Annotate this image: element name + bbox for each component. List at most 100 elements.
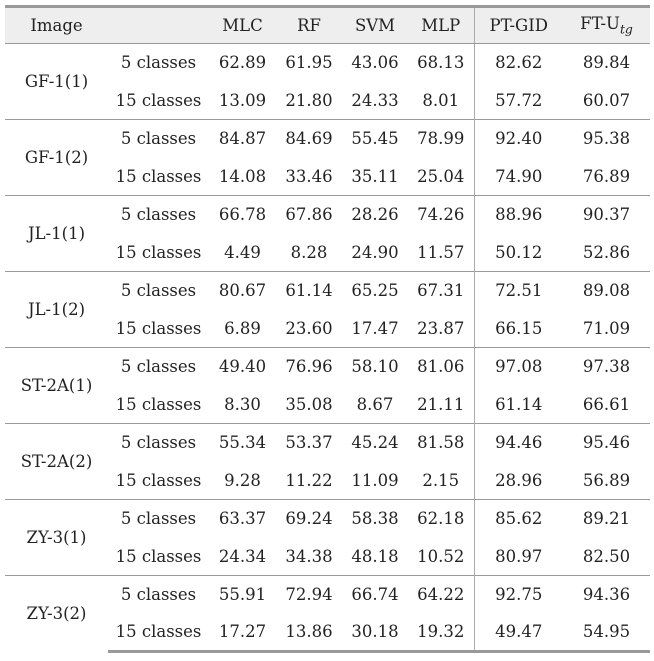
mlc-value-cell: 62.89 [218,53,267,73]
ptgid-value-cell: 80.97 [495,546,543,566]
mlp-value-cell: 64.22 [408,575,475,614]
mlc-value-cell: 63.37 [209,499,276,538]
rf-value-cell: 61.14 [276,271,342,310]
header-row: Image MLC RF SVM MLP PT-GID FT-Utg [5,5,650,44]
classes-cell: 5 classes [108,575,209,614]
mlc-value-cell: 17.27 [209,613,276,653]
mlc-value-cell: 66.78 [209,195,276,234]
ptgid-value-cell: 66.15 [495,318,543,338]
header-svm: SVM [342,5,408,44]
svm-value-cell: 58.10 [342,347,408,386]
mlp-value-cell: 23.87 [408,309,475,348]
table-row: GF-1(2) 5 classes 84.87 84.69 55.45 78.99 92.4… [5,119,650,196]
svm-value-cell: 55.45 [342,119,408,158]
svm-value-cell: 35.11 [351,166,399,186]
ptgid-value-cell: 57.72 [495,90,543,110]
rf-value-cell: 61.95 [285,53,333,73]
table-row: 15 classes 14.08 33.46 35.11 25.04 74.90 76.89 [5,157,650,196]
table-row: 15 classes 4.49 8.28 24.90 11.57 50.12 52.86 [5,233,650,272]
ptgid-value-cell: 49.47 [474,613,563,653]
ft-value-cell: 89.21 [563,499,650,538]
table-row: 15 classes 8.30 35.08 8.67 21.11 61.14 66.61 [5,385,650,424]
ft-value-cell: 97.38 [563,347,650,386]
classes-cell: 15 classes [115,546,202,566]
classes-cell: 15 classes [115,166,202,186]
rf-value-cell: 21.80 [285,90,333,110]
table-body: GF-1(1) 5 classes 62.89 61.95 43.06 68.13 82.6… [5,43,650,653]
table-row: ST-2A(1) 5 classes 49.40 76.96 58.10 81.06 97.… [5,347,650,424]
mlp-value-cell: 19.32 [408,613,475,653]
svm-value-cell: 24.33 [351,90,399,110]
svm-value-cell: 28.26 [342,195,408,234]
image-name-cell: JL-1(1) [5,195,108,272]
ptgid-value-cell: 88.96 [474,195,563,234]
ft-value-cell: 52.86 [582,242,631,262]
ft-value-cell: 66.61 [582,394,631,414]
mlc-value-cell: 24.34 [218,546,267,566]
mlc-value-cell: 8.30 [224,394,261,414]
classes-cell: 15 classes [108,613,209,653]
svm-value-cell: 8.67 [356,394,394,414]
svm-value-cell: 45.24 [342,423,408,462]
mlp-value-cell: 81.06 [408,347,475,386]
header-pt-gid: PT-GID [474,5,563,44]
image-name-cell: JL-1(2) [5,271,108,348]
rf-value-cell: 23.60 [285,318,333,338]
table-row: 15 classes 24.34 34.38 48.18 10.52 80.97 82.50 [5,537,650,576]
svm-value-cell: 66.74 [342,575,408,614]
header-mlp: MLP [408,5,475,44]
header-rf: RF [276,5,342,44]
rf-value-cell: 72.94 [276,575,342,614]
mlp-value-cell: 67.31 [408,271,475,310]
rf-value-cell: 53.37 [276,423,342,462]
classes-cell: 5 classes [120,53,197,73]
rf-value-cell: 8.28 [290,242,328,262]
ptgid-value-cell: 74.90 [495,166,543,186]
svm-value-cell: 11.09 [351,470,399,490]
mlp-value-cell: 78.99 [408,119,475,158]
svm-value-cell: 17.47 [351,318,399,338]
mlp-value-cell: 10.52 [408,537,475,576]
svm-value-cell: 65.25 [342,271,408,310]
header-ft-utg: FT-Utg [563,5,650,44]
classes-cell: 5 classes [108,195,209,234]
header-classes [108,5,209,44]
rf-value-cell: 67.86 [276,195,342,234]
ptgid-value-cell: 82.62 [495,53,543,73]
ft-value-cell: 71.09 [582,318,631,338]
classes-cell: 5 classes [108,423,209,462]
classes-cell: 5 classes [108,499,209,538]
table-row: 15 classes 9.28 11.22 11.09 2.15 28.96 56.89 [5,461,650,500]
table-row: 15 classes 13.09 21.80 24.33 8.01 57.72 60.07 [5,81,650,120]
svm-value-cell: 43.06 [351,53,399,73]
mlp-value-cell: 11.57 [408,233,475,272]
classes-cell: 15 classes [115,394,202,414]
mlc-value-cell: 14.08 [218,166,267,186]
ptgid-value-cell: 50.12 [495,242,543,262]
image-name-cell: ST-2A(2) [5,423,108,500]
mlp-value-cell: 81.58 [408,423,475,462]
ft-value-cell: 56.89 [582,470,631,490]
mlc-value-cell: 80.67 [209,271,276,310]
header-mlc: MLC [209,5,276,44]
ft-value-cell: 60.07 [582,90,631,110]
table-row: ZY-3(2) 5 classes 55.91 72.94 66.74 64.22 92.7… [5,575,650,652]
table-row: 15 classes 6.89 23.60 17.47 23.87 66.15 71.09 [5,309,650,348]
mlp-value-cell: 62.18 [408,499,475,538]
rf-value-cell: 69.24 [276,499,342,538]
rf-value-cell: 35.08 [285,394,333,414]
rf-value-cell: 34.38 [285,546,333,566]
mlc-value-cell: 6.89 [224,318,261,338]
classes-cell: 15 classes [115,90,202,110]
header-ft-sub: tg [619,22,633,37]
table-row: GF-1(1) 5 classes 62.89 61.95 43.06 68.13 82.6… [5,43,650,91]
rf-value-cell: 76.96 [276,347,342,386]
mlc-value-cell: 55.91 [209,575,276,614]
mlp-value-cell: 8.01 [408,81,475,120]
results-table: Image MLC RF SVM MLP PT-GID FT-Utg GF-1(… [5,5,650,653]
ft-value-cell: 95.46 [563,423,650,462]
ptgid-value-cell: 97.08 [474,347,563,386]
classes-cell: 15 classes [115,242,202,262]
image-name-cell: ST-2A(1) [5,347,108,424]
svm-value-cell: 30.18 [342,613,408,653]
